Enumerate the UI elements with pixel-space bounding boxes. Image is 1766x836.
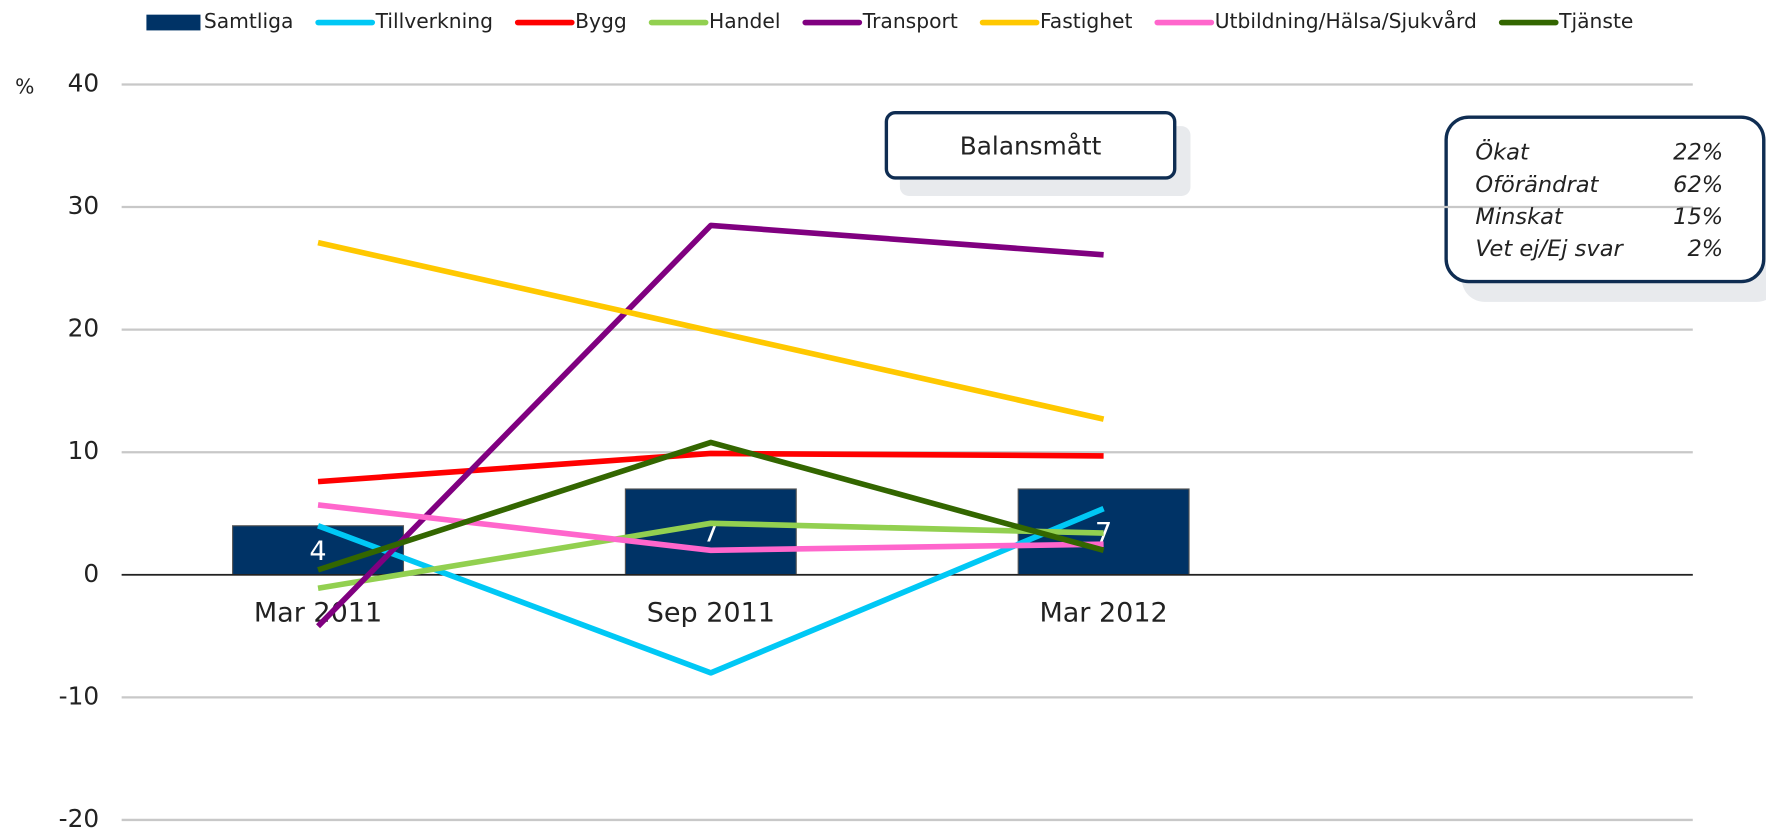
x-tick-label: Mar 2012 bbox=[1039, 597, 1167, 628]
legend-label: Bygg bbox=[575, 9, 627, 33]
y-tick-label: 10 bbox=[68, 436, 100, 465]
series-line bbox=[317, 439, 1105, 573]
series-line bbox=[317, 502, 1104, 554]
series-line bbox=[317, 505, 1105, 676]
legend-swatch bbox=[146, 14, 201, 31]
legend-label: Tillverkning bbox=[375, 9, 493, 33]
y-tick-label: 30 bbox=[68, 191, 100, 220]
bar-label: 4 bbox=[309, 536, 326, 567]
legend-label: Transport bbox=[862, 9, 958, 33]
legend-label: Fastighet bbox=[1040, 9, 1133, 33]
series-line bbox=[316, 222, 1104, 629]
legend-label: Handel bbox=[709, 9, 780, 33]
y-tick-label: 20 bbox=[68, 314, 100, 343]
series-line bbox=[317, 239, 1105, 422]
info-label: Vet ej/Ej svar bbox=[1475, 236, 1624, 262]
info-value: 22% bbox=[1673, 140, 1723, 166]
y-tick-label: 40 bbox=[68, 68, 100, 97]
y-unit: % bbox=[15, 74, 34, 98]
title-box bbox=[884, 110, 1177, 180]
x-tick-label: Sep 2011 bbox=[647, 597, 775, 628]
info-label: Oförändrat bbox=[1475, 172, 1599, 198]
info-value: 2% bbox=[1687, 236, 1723, 262]
title-box-text: Balansmått bbox=[960, 132, 1102, 161]
y-tick-label: -10 bbox=[59, 681, 99, 710]
legend-label: Utbildning/Hälsa/Sjukvård bbox=[1215, 9, 1477, 33]
y-tick-label: -20 bbox=[59, 804, 99, 832]
series-line bbox=[317, 450, 1104, 485]
info-box bbox=[1444, 115, 1766, 284]
y-tick-label: 0 bbox=[83, 559, 99, 588]
info-label: Minskat bbox=[1475, 204, 1564, 230]
info-value: 62% bbox=[1673, 172, 1723, 198]
info-label: Ökat bbox=[1475, 138, 1530, 166]
legend-label: Tjänste bbox=[1558, 9, 1633, 33]
series-line bbox=[317, 520, 1104, 592]
legend-label: Samtliga bbox=[204, 9, 294, 33]
bar-label: 7 bbox=[1095, 518, 1112, 549]
info-value: 15% bbox=[1673, 204, 1723, 230]
